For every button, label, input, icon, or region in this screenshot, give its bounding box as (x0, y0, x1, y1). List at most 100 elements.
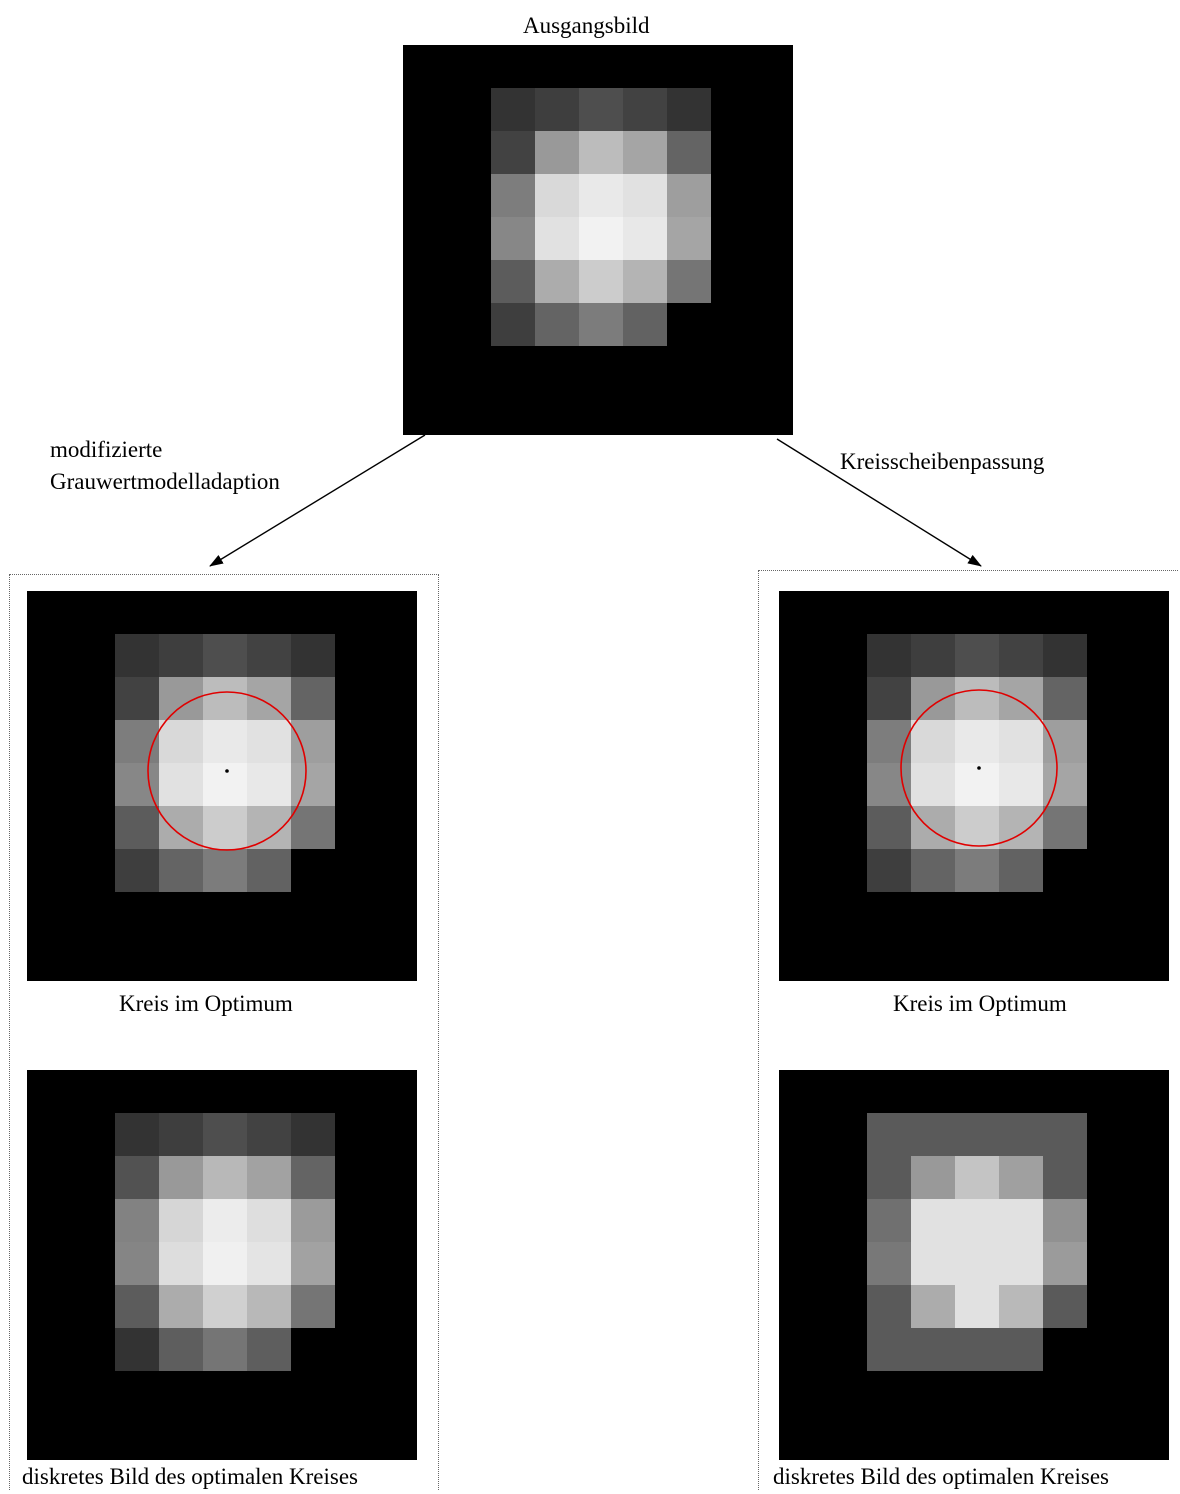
pixel-cell (999, 634, 1043, 677)
pixel-cell (955, 1113, 999, 1156)
pixel-cell (1043, 806, 1087, 849)
pixel-cell (999, 1285, 1043, 1328)
pixel-cell (535, 88, 579, 131)
left-branch-label-line1: modifizierte (50, 437, 163, 462)
pixel-cell (911, 720, 955, 763)
pixel-cell (955, 1242, 999, 1285)
pixel-cell (911, 1242, 955, 1285)
pixel-cell (623, 303, 667, 346)
pixel-cell (203, 634, 247, 677)
pixel-cell (115, 634, 159, 677)
pixel-cell (115, 1328, 159, 1371)
original-image-panel (403, 45, 793, 435)
pixel-cell (491, 88, 535, 131)
pixel-cell (247, 1328, 291, 1371)
pixel-cell (579, 260, 623, 303)
right-discrete-caption: diskretes Bild des optimalen Kreises (773, 1464, 1109, 1489)
left-optimum-panel (27, 591, 417, 981)
pixel-cell (159, 1113, 203, 1156)
pixel-cell (247, 677, 291, 720)
pixel-cell (579, 131, 623, 174)
pixel-cell (867, 763, 911, 806)
pixel-cell (667, 131, 711, 174)
pixel-cell (291, 634, 335, 677)
right-discrete-panel (779, 1070, 1169, 1460)
pixel-cell (291, 1242, 335, 1285)
pixel-cell (667, 174, 711, 217)
pixel-cell (247, 1113, 291, 1156)
left-branch-frame (9, 574, 439, 1490)
pixel-cell (999, 1242, 1043, 1285)
pixel-cell (867, 1113, 911, 1156)
right-circle-caption: Kreis im Optimum (893, 991, 1067, 1016)
pixel-cell (955, 1199, 999, 1242)
pixel-cell (115, 1242, 159, 1285)
right-branch-frame (758, 570, 1178, 1490)
pixel-cell (291, 763, 335, 806)
pixel-cell (247, 1242, 291, 1285)
pixel-cell (999, 1328, 1043, 1371)
pixel-cell (1043, 1156, 1087, 1199)
pixel-cell (115, 720, 159, 763)
pixel-cell (203, 1199, 247, 1242)
pixel-cell (159, 1285, 203, 1328)
pixel-cell (115, 763, 159, 806)
pixel-cell (535, 131, 579, 174)
title-original-image: Ausgangsbild (523, 13, 650, 38)
pixel-cell (867, 634, 911, 677)
right-optimum-panel (779, 591, 1169, 981)
pixel-cell (955, 849, 999, 892)
pixel-cell (955, 1156, 999, 1199)
pixel-cell (579, 88, 623, 131)
pixel-cell (247, 849, 291, 892)
pixel-cell (291, 1113, 335, 1156)
pixel-cell (159, 1199, 203, 1242)
pixel-cell (999, 677, 1043, 720)
pixel-cell (911, 806, 955, 849)
right-branch-label: Kreisscheibenpassung (840, 449, 1045, 474)
pixel-cell (291, 1156, 335, 1199)
arrow-left (209, 434, 426, 567)
right-optimal-circle (900, 689, 1058, 847)
pixel-cell (115, 806, 159, 849)
left-optimal-circle (147, 691, 307, 851)
pixel-cell (1043, 634, 1087, 677)
pixel-cell (203, 1113, 247, 1156)
pixel-cell (291, 1285, 335, 1328)
pixel-cell (203, 677, 247, 720)
pixel-cell (867, 806, 911, 849)
pixel-cell (1043, 1285, 1087, 1328)
pixel-cell (667, 88, 711, 131)
pixel-cell (159, 634, 203, 677)
pixel-cell (999, 1113, 1043, 1156)
pixel-cell (867, 677, 911, 720)
pixel-cell (999, 763, 1043, 806)
pixel-cell (667, 260, 711, 303)
pixel-cell (911, 1156, 955, 1199)
pixel-cell (247, 1156, 291, 1199)
pixel-cell (291, 806, 335, 849)
pixel-cell (535, 174, 579, 217)
pixel-cell (1043, 1199, 1087, 1242)
pixel-cell (911, 1328, 955, 1371)
left-discrete-panel (27, 1070, 417, 1460)
pixel-cell (491, 303, 535, 346)
pixel-cell (579, 217, 623, 260)
pixel-cell (247, 1285, 291, 1328)
pixel-cell (867, 1242, 911, 1285)
pixel-cell (491, 217, 535, 260)
pixel-cell (623, 88, 667, 131)
pixel-cell (115, 1156, 159, 1199)
pixel-cell (159, 720, 203, 763)
pixel-cell (955, 720, 999, 763)
pixel-cell (867, 1156, 911, 1199)
left-circle-caption: Kreis im Optimum (119, 991, 293, 1016)
pixel-cell (955, 806, 999, 849)
pixel-cell (247, 634, 291, 677)
pixel-cell (579, 303, 623, 346)
pixel-cell (867, 720, 911, 763)
pixel-cell (999, 1199, 1043, 1242)
pixel-cell (247, 806, 291, 849)
pixel-cell (911, 1199, 955, 1242)
